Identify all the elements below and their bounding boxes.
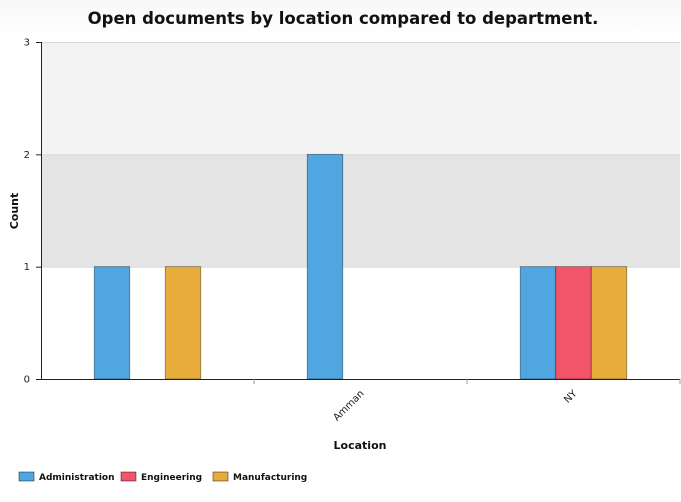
- bar-manufacturing-ny: [590, 266, 628, 380]
- legend-item: Engineering: [120, 471, 202, 483]
- bar-manufacturing-blank: [164, 266, 202, 380]
- legend-swatch: [120, 471, 137, 482]
- grid-band: [41, 154, 680, 267]
- bar-administration-blank: [93, 266, 131, 380]
- legend-label: Administration: [39, 473, 115, 483]
- axes: [36, 42, 681, 384]
- x-tick-labels: Amman NY: [331, 388, 580, 424]
- y-tick-label: 1: [24, 262, 30, 273]
- legend-label: Manufacturing: [233, 473, 307, 483]
- legend-swatch: [212, 471, 229, 482]
- y-tick-label: 2: [24, 150, 30, 161]
- y-tick-label: 0: [24, 375, 30, 386]
- chart-title: Open documents by location compared to d…: [88, 9, 599, 28]
- x-tick-label: Amman: [331, 388, 366, 423]
- legend-swatch: [18, 471, 35, 482]
- legend-label: Engineering: [141, 473, 202, 483]
- bars: [93, 153, 628, 380]
- grid-band: [41, 42, 680, 155]
- bar-administration-amman: [306, 153, 344, 380]
- bar-administration-ny: [519, 266, 557, 380]
- y-axis-label: Count: [8, 193, 21, 230]
- bar-engineering-ny: [555, 266, 592, 380]
- legend-item: Administration: [18, 471, 115, 483]
- y-tick-label: 3: [24, 38, 30, 49]
- legend: Administration Engineering Manufacturing: [18, 471, 307, 483]
- y-tick-labels: 0 1 2 3: [24, 38, 30, 386]
- x-tick-label: NY: [562, 388, 580, 406]
- legend-item: Manufacturing: [212, 471, 307, 483]
- x-axis-label: Location: [334, 439, 387, 452]
